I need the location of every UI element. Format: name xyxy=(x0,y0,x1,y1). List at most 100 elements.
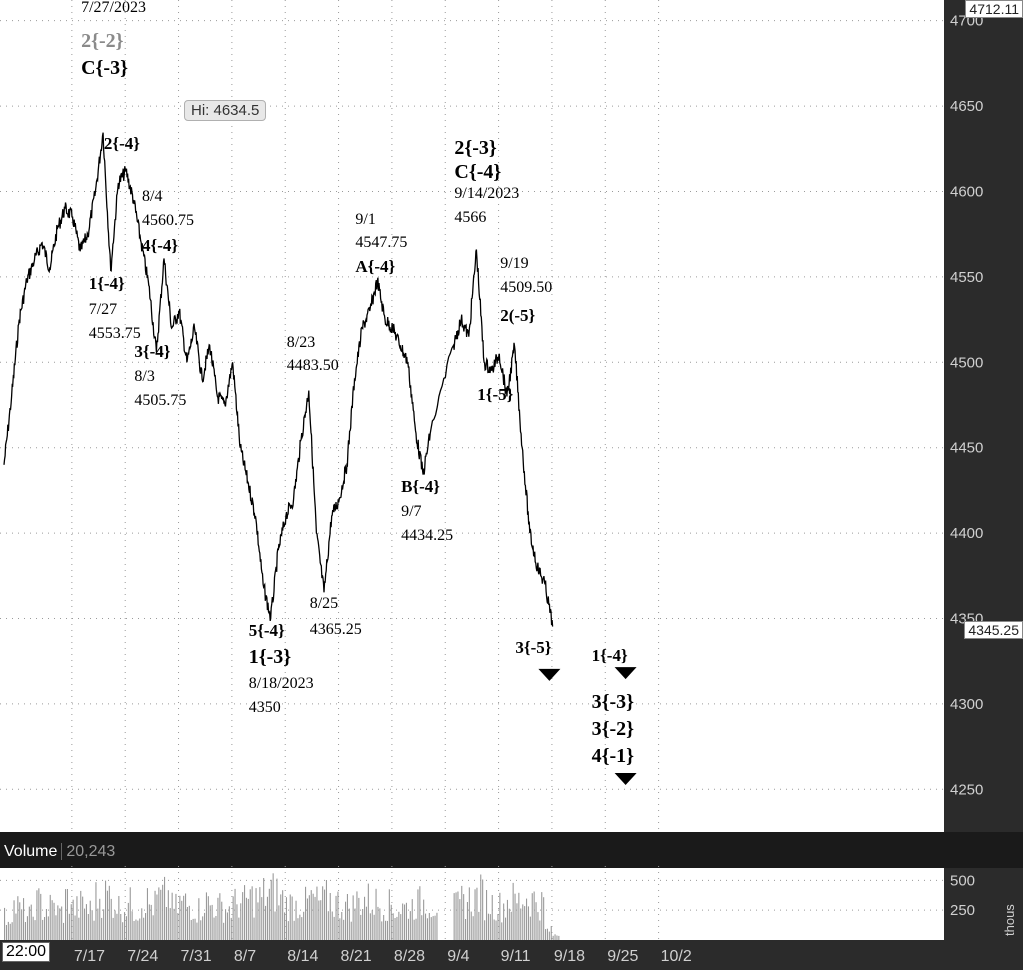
volume-bar xyxy=(101,917,103,940)
volume-bar xyxy=(373,914,375,940)
volume-bar xyxy=(421,915,423,940)
volume-bar xyxy=(499,892,501,940)
volume-bar xyxy=(234,888,236,940)
volume-bar xyxy=(45,909,47,940)
volume-bar xyxy=(459,899,461,940)
volume-bar xyxy=(400,914,402,940)
wave-annotation: 4560.75 xyxy=(142,212,194,230)
volume-bar xyxy=(13,900,15,940)
volume-bar xyxy=(173,908,175,940)
volume-bar xyxy=(221,901,223,940)
volume-bar xyxy=(453,893,455,940)
volume-bar xyxy=(518,892,520,940)
volume-bar xyxy=(185,893,187,940)
wave-annotation: 4365.25 xyxy=(309,620,362,638)
wave-marker-triangle xyxy=(614,667,637,680)
volume-title: Volume xyxy=(4,843,58,860)
volume-bar xyxy=(310,890,312,940)
volume-bar xyxy=(430,917,432,940)
volume-bar xyxy=(543,897,545,940)
volume-bar xyxy=(508,908,510,940)
volume-bar xyxy=(192,918,194,940)
volume-bar xyxy=(436,912,438,940)
volume-bar xyxy=(484,920,486,940)
volume-bar xyxy=(529,916,531,940)
volume-bar xyxy=(409,911,411,940)
volume-bar xyxy=(333,916,335,940)
volume-bar xyxy=(42,919,44,940)
volume-bar xyxy=(5,925,7,940)
volume-bar xyxy=(327,911,329,940)
volume-bar xyxy=(85,904,87,940)
price-tick-label: 4600 xyxy=(950,183,983,200)
volume-bar xyxy=(545,929,547,940)
volume-bars-layer xyxy=(4,873,560,940)
volume-bar xyxy=(194,918,196,940)
volume-bar xyxy=(516,903,518,940)
time-tick-label: 8/21 xyxy=(341,948,372,965)
volume-bar xyxy=(476,887,478,940)
volume-bar xyxy=(158,887,160,940)
volume-bar xyxy=(97,908,99,940)
wave-annotation: 3{-2} xyxy=(591,717,635,740)
volume-bar xyxy=(510,911,512,940)
top-price-tag: 4712.11 xyxy=(965,0,1023,18)
volume-bar xyxy=(95,882,97,940)
volume-bar xyxy=(383,915,385,940)
volume-bar xyxy=(512,882,514,940)
volume-bar xyxy=(80,890,82,940)
wave-annotation: 2{-2} xyxy=(81,29,124,52)
volume-bar xyxy=(396,916,398,940)
volume-bar xyxy=(232,896,234,940)
volume-bar xyxy=(133,921,135,940)
volume-bar xyxy=(379,908,381,940)
volume-bar xyxy=(112,917,114,940)
wave-marker-triangle xyxy=(614,773,637,786)
wave-marker-triangle xyxy=(538,668,561,681)
volume-bar xyxy=(358,897,360,940)
volume-bar xyxy=(211,904,213,940)
volume-bar xyxy=(272,873,274,940)
volume-bar xyxy=(425,913,427,940)
volume-bar xyxy=(455,892,457,940)
volume-bar xyxy=(466,902,468,940)
volume-bar xyxy=(284,912,286,940)
volume-bar xyxy=(99,898,101,940)
volume-bar xyxy=(34,920,36,940)
volume-bar xyxy=(346,894,348,940)
volume-bar xyxy=(331,911,333,940)
volume-bar xyxy=(554,934,556,940)
volume-bar xyxy=(335,895,337,940)
volume-bar xyxy=(398,911,400,940)
volume-bar xyxy=(30,904,32,940)
volume-bar xyxy=(341,912,343,940)
volume-bar xyxy=(145,913,147,940)
wave-annotation: B{-4} xyxy=(401,477,440,496)
volume-bar xyxy=(66,889,68,940)
volume-bar xyxy=(87,914,89,940)
volume-tick-label: 250 xyxy=(950,902,975,919)
volume-bar xyxy=(270,879,272,940)
volume-bar xyxy=(120,914,122,940)
volume-bar xyxy=(480,874,482,940)
markers-layer xyxy=(538,667,637,786)
volume-bar xyxy=(501,922,503,940)
volume-bar xyxy=(24,922,26,940)
volume-bar xyxy=(251,886,253,940)
volume-bar xyxy=(360,914,362,940)
volume-bar xyxy=(65,889,67,940)
volume-bar xyxy=(324,889,326,940)
wave-annotation: 1{-3} xyxy=(248,646,292,669)
volume-bar xyxy=(230,917,232,940)
wave-annotation: 7/27 xyxy=(88,301,118,318)
volume-bar xyxy=(61,906,63,940)
wave-annotation: 9/1 xyxy=(355,210,376,228)
volume-bar xyxy=(312,893,314,940)
volume-bar xyxy=(76,896,78,940)
wave-annotation: 4566 xyxy=(454,208,487,226)
price-tick-label: 4550 xyxy=(950,269,983,286)
volume-bar xyxy=(225,909,227,940)
time-tick-label: 7/31 xyxy=(181,948,212,965)
wave-annotation: 4483.50 xyxy=(286,357,339,375)
